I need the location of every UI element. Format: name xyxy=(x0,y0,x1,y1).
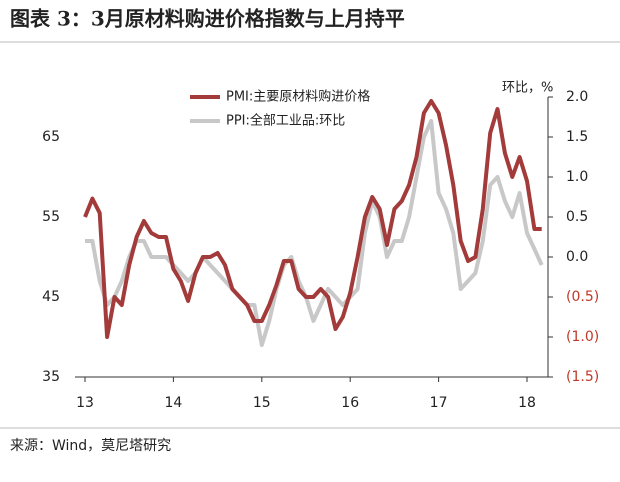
series-line xyxy=(85,119,544,347)
x-tick-label: 14 xyxy=(164,395,182,411)
x-tick-label: 15 xyxy=(253,395,271,411)
x-tick-label: 16 xyxy=(341,395,359,411)
legend-label: PPI:全部工业品:环比 xyxy=(226,113,345,129)
legend-label: PMI:主要原材料购进价格 xyxy=(226,89,370,105)
y-tick-label: 55 xyxy=(42,209,60,225)
y-tick-label: 45 xyxy=(42,289,60,305)
y2-axis-label: 环比，% xyxy=(502,81,553,96)
y2-tick-label: (1.0) xyxy=(566,329,599,345)
x-tick-label: 13 xyxy=(76,395,94,411)
series-line xyxy=(83,99,542,339)
x-tick-label: 18 xyxy=(518,395,536,411)
y2-tick-label: 2.0 xyxy=(566,89,588,105)
y2-tick-label: (0.5) xyxy=(566,289,599,305)
y2-tick-label: 0.0 xyxy=(566,249,588,265)
y2-tick-label: 1.5 xyxy=(566,129,588,145)
y-tick-label: 35 xyxy=(42,369,60,385)
y2-tick-label: 0.5 xyxy=(566,209,588,225)
y2-tick-label: 1.0 xyxy=(566,169,588,185)
source: 来源：Wind，莫尼塔研究 xyxy=(10,438,171,454)
y-tick-label: 65 xyxy=(42,129,60,145)
x-tick-label: 17 xyxy=(430,395,448,411)
y2-tick-label: (1.5) xyxy=(566,369,599,385)
chart-title: 图表 3：3月原材料购进价格指数与上月持平 xyxy=(10,7,405,31)
